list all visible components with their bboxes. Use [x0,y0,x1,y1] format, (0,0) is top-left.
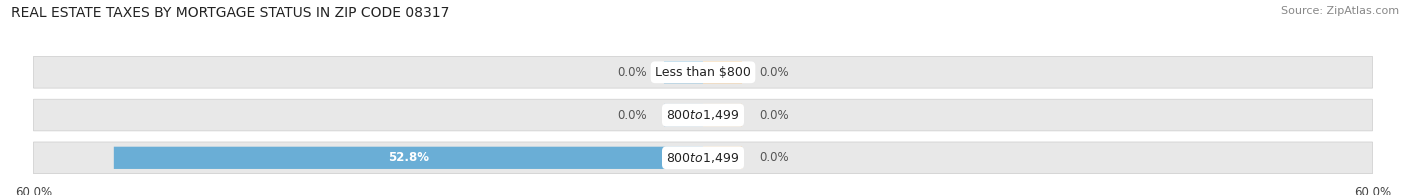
FancyBboxPatch shape [703,61,742,83]
FancyBboxPatch shape [664,104,703,126]
Text: $800 to $1,499: $800 to $1,499 [666,108,740,122]
Text: 0.0%: 0.0% [759,66,789,79]
FancyBboxPatch shape [703,104,742,126]
FancyBboxPatch shape [703,147,742,169]
Text: Less than $800: Less than $800 [655,66,751,79]
Text: 0.0%: 0.0% [617,66,647,79]
FancyBboxPatch shape [664,61,703,83]
Text: 0.0%: 0.0% [759,151,789,164]
Text: 0.0%: 0.0% [617,109,647,121]
Text: 0.0%: 0.0% [759,109,789,121]
Text: $800 to $1,499: $800 to $1,499 [666,151,740,165]
Text: Source: ZipAtlas.com: Source: ZipAtlas.com [1281,6,1399,16]
FancyBboxPatch shape [34,56,1372,88]
FancyBboxPatch shape [34,142,1372,174]
Text: 52.8%: 52.8% [388,151,429,164]
FancyBboxPatch shape [114,147,703,169]
FancyBboxPatch shape [34,99,1372,131]
Text: REAL ESTATE TAXES BY MORTGAGE STATUS IN ZIP CODE 08317: REAL ESTATE TAXES BY MORTGAGE STATUS IN … [11,6,450,20]
